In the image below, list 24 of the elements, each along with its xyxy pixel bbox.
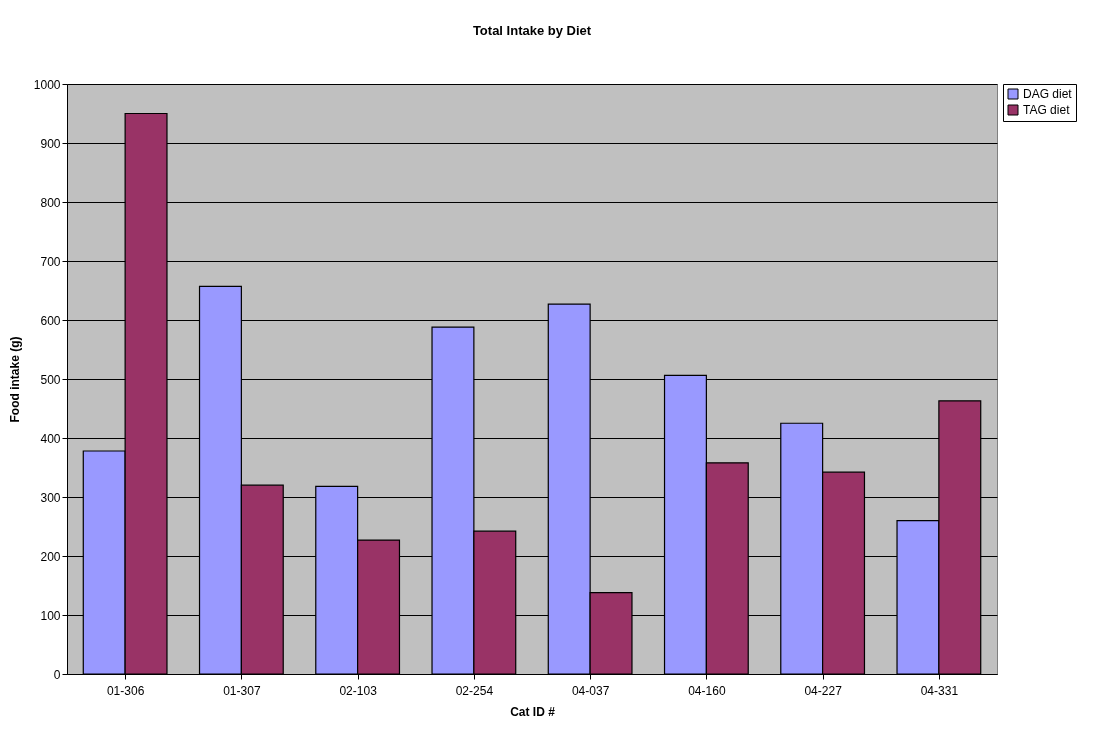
y-axis-title: Food intake (g) [7, 336, 22, 423]
y-tick-label: 400 [40, 431, 61, 446]
chart-title: Total Intake by Diet [472, 23, 592, 38]
y-tick-label: 900 [40, 136, 61, 151]
x-tick-label: 02-103 [339, 683, 378, 698]
y-tick-label: 100 [40, 608, 61, 623]
y-tick-label: 300 [40, 490, 61, 505]
y-tick-label: 700 [40, 254, 61, 269]
legend-label: TAG diet [1023, 103, 1071, 117]
x-tick-label: 01-307 [223, 683, 261, 698]
y-tick-label: 500 [40, 372, 61, 387]
y-tick-label: 600 [40, 313, 61, 328]
x-tick-label: 01-306 [106, 683, 145, 698]
legend-label: DAG diet [1023, 87, 1073, 101]
y-tick-label: 0 [53, 667, 61, 682]
x-tick-label: 04-331 [920, 683, 959, 698]
x-tick-label: 04-160 [688, 683, 726, 698]
x-tick-label: 04-037 [571, 683, 610, 698]
x-tick-label: 04-227 [804, 683, 843, 698]
y-tick-label: 1000 [33, 77, 61, 92]
y-tick-label: 200 [40, 549, 61, 564]
x-tick-label: 02-254 [455, 683, 494, 698]
x-axis-title: Cat ID # [510, 704, 556, 719]
y-tick-label: 800 [40, 195, 61, 210]
